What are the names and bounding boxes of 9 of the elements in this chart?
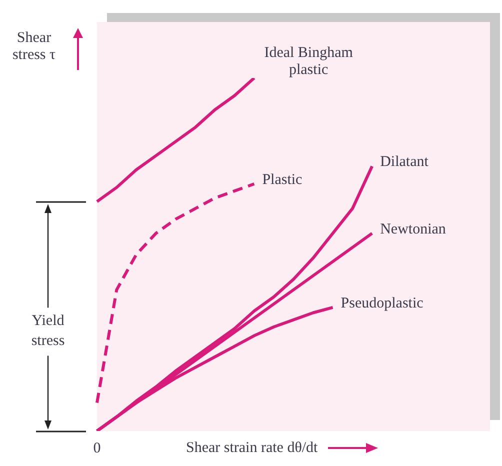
series-label: Ideal Bingham plastic: [264, 44, 354, 78]
series-label: Plastic: [262, 172, 303, 188]
series-label: Newtonian: [380, 221, 446, 238]
x-axis-title: Shear strain rate dθ/dt: [186, 440, 319, 456]
text: 0: [93, 440, 101, 456]
series-label: Pseudoplastic: [340, 295, 424, 312]
series-label: Dilatant: [380, 154, 430, 170]
text: Yield stress: [31, 313, 65, 350]
y-axis-title: Shear stress τ: [12, 30, 56, 63]
